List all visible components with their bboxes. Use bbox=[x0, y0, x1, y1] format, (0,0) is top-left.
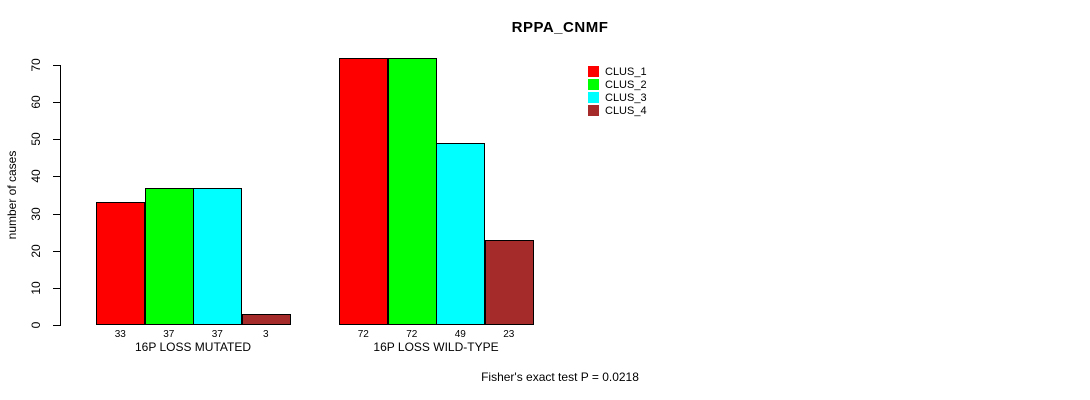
legend: CLUS_1 CLUS_2 CLUS_3 CLUS_4 bbox=[588, 65, 647, 117]
y-tick-label: 30 bbox=[29, 206, 43, 221]
y-axis-label: number of cases bbox=[5, 150, 19, 240]
bar-clus_3-group1 bbox=[193, 187, 242, 325]
category-label: 16P LOSS WILD-TYPE bbox=[373, 340, 499, 354]
y-tick-mark bbox=[53, 176, 60, 178]
legend-swatch bbox=[588, 79, 599, 90]
y-tick-label: 70 bbox=[29, 58, 43, 72]
legend-item-clus_3: CLUS_3 bbox=[588, 91, 647, 104]
bar-clus_1-group1 bbox=[96, 202, 145, 326]
y-tick-label: 40 bbox=[29, 169, 43, 184]
y-tick-mark bbox=[53, 325, 60, 326]
bar-value-label: 72 bbox=[406, 329, 418, 340]
y-axis bbox=[60, 65, 61, 326]
bar-value-label: 3 bbox=[262, 329, 269, 340]
bar-value-label: 37 bbox=[211, 329, 223, 340]
y-tick-mark bbox=[53, 213, 60, 215]
y-tick-label: 20 bbox=[29, 244, 43, 258]
y-tick-label: 50 bbox=[29, 132, 43, 146]
bar-clus_4-group1 bbox=[242, 313, 291, 325]
bar-value-label: 33 bbox=[114, 329, 126, 340]
legend-item-clus_2: CLUS_2 bbox=[588, 78, 647, 91]
y-tick-mark bbox=[53, 250, 60, 252]
bar-value-label: 23 bbox=[503, 329, 515, 340]
y-tick-label: 60 bbox=[29, 95, 43, 109]
y-tick-mark bbox=[53, 287, 60, 289]
bar-clus_1-group2 bbox=[339, 57, 388, 325]
chart-title: RPPA_CNMF bbox=[511, 19, 609, 36]
legend-swatch bbox=[588, 66, 599, 77]
y-tick-mark bbox=[53, 102, 60, 104]
legend-label: CLUS_2 bbox=[605, 78, 647, 91]
legend-label: CLUS_1 bbox=[605, 65, 647, 78]
bar-value-label: 49 bbox=[454, 329, 466, 340]
bar-value-label: 72 bbox=[357, 329, 369, 340]
bar-value-label: 37 bbox=[163, 329, 175, 340]
bar-clus_2-group1 bbox=[145, 187, 194, 325]
legend-swatch bbox=[588, 105, 599, 116]
bar-clus_3-group2 bbox=[436, 143, 485, 325]
category-label: 16P LOSS MUTATED bbox=[134, 340, 252, 354]
y-tick-label: 0 bbox=[29, 321, 43, 329]
y-tick-mark bbox=[53, 139, 60, 141]
legend-item-clus_1: CLUS_1 bbox=[588, 65, 647, 78]
legend-swatch bbox=[588, 92, 599, 103]
y-tick-mark bbox=[53, 65, 60, 66]
legend-item-clus_4: CLUS_4 bbox=[588, 104, 647, 117]
bar-clus_4-group2 bbox=[485, 239, 534, 325]
annotation-fisher-test: Fisher's exact test P = 0.0218 bbox=[481, 370, 639, 384]
legend-label: CLUS_3 bbox=[605, 91, 647, 104]
legend-label: CLUS_4 bbox=[605, 104, 647, 117]
y-tick-label: 10 bbox=[29, 281, 43, 295]
bar-clus_2-group2 bbox=[388, 57, 437, 325]
